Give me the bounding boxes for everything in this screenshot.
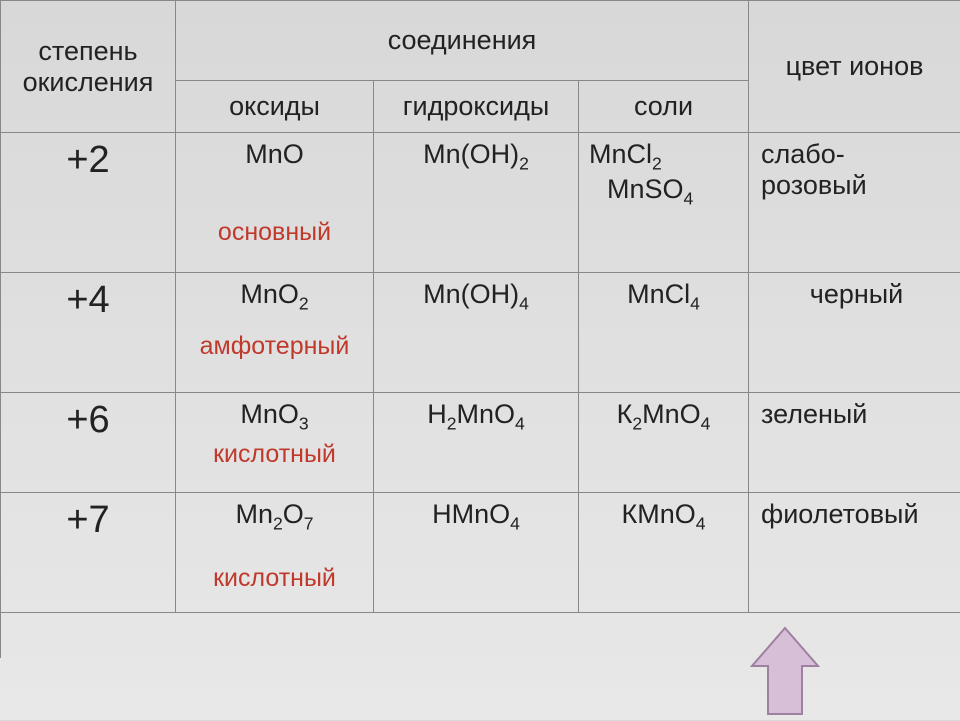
header-ion-color: цвет ионов xyxy=(749,1,960,133)
oxidation-state: +7 xyxy=(1,493,176,613)
salt-cell: MnCl4 xyxy=(579,273,749,393)
oxide-note: кислотный xyxy=(184,440,365,469)
salt-formula: MnSO4 xyxy=(589,174,693,204)
salt-formula: MnCl4 xyxy=(627,279,700,309)
header-oxidation: степень окисления xyxy=(1,1,176,133)
oxide-formula: Mn2O7 xyxy=(235,499,313,529)
oxide-cell: MnO2 амфотерный xyxy=(176,273,374,393)
header-compounds: соединения xyxy=(176,1,749,81)
hydroxide-formula: HMnO4 xyxy=(432,499,520,529)
salt-formula: КMnO4 xyxy=(622,499,706,529)
table-row: +7 Mn2O7 кислотный HMnO4 КMnO4 фиолетовы… xyxy=(1,493,960,613)
salt-cell: MnCl2 MnSO4 xyxy=(579,133,749,273)
hydroxide-cell: Mn(OH)2 xyxy=(374,133,579,273)
oxide-formula: MnO xyxy=(245,139,304,169)
hydroxide-formula: Mn(OH)2 xyxy=(423,139,529,169)
oxide-note: основный xyxy=(184,218,365,247)
salt-cell: КMnO4 xyxy=(579,493,749,613)
oxide-note: кислотный xyxy=(184,564,365,593)
oxidation-state: +6 xyxy=(1,393,176,493)
up-arrow-icon[interactable] xyxy=(750,626,820,716)
oxide-cell: Mn2O7 кислотный xyxy=(176,493,374,613)
manganese-compounds-table: степень окисления соединения цвет ионов … xyxy=(0,0,960,658)
oxidation-state: +2 xyxy=(1,133,176,273)
ion-color-cell: слабо-розовый xyxy=(749,133,960,273)
hydroxide-cell: HMnO4 xyxy=(374,493,579,613)
hydroxide-cell: Mn(OH)4 xyxy=(374,273,579,393)
header-salts: соли xyxy=(579,81,749,133)
oxide-note: амфотерный xyxy=(184,332,365,361)
oxidation-state: +4 xyxy=(1,273,176,393)
ion-color-cell: фиолетовый xyxy=(749,493,960,613)
salt-formula: MnCl2 xyxy=(589,139,662,169)
salt-cell: К2MnO4 xyxy=(579,393,749,493)
header-oxides: оксиды xyxy=(176,81,374,133)
hydroxide-formula: Mn(OH)4 xyxy=(423,279,529,309)
oxide-formula: MnO2 xyxy=(240,279,308,309)
oxide-cell: MnO основный xyxy=(176,133,374,273)
ion-color-cell: зеленый xyxy=(749,393,960,493)
oxide-cell: MnO3 кислотный xyxy=(176,393,374,493)
salt-formula: К2MnO4 xyxy=(617,399,711,429)
ion-color-cell: черный xyxy=(749,273,960,393)
oxide-formula: MnO3 xyxy=(240,399,308,429)
header-hydroxides: гидроксиды xyxy=(374,81,579,133)
hydroxide-cell: H2MnO4 xyxy=(374,393,579,493)
table-row: +2 MnO основный Mn(OH)2 MnCl2 MnSO4 слаб… xyxy=(1,133,960,273)
table-row: +6 MnO3 кислотный H2MnO4 К2MnO4 зеленый xyxy=(1,393,960,493)
hydroxide-formula: H2MnO4 xyxy=(427,399,525,429)
table-row: +4 MnO2 амфотерный Mn(OH)4 MnCl4 черный xyxy=(1,273,960,393)
